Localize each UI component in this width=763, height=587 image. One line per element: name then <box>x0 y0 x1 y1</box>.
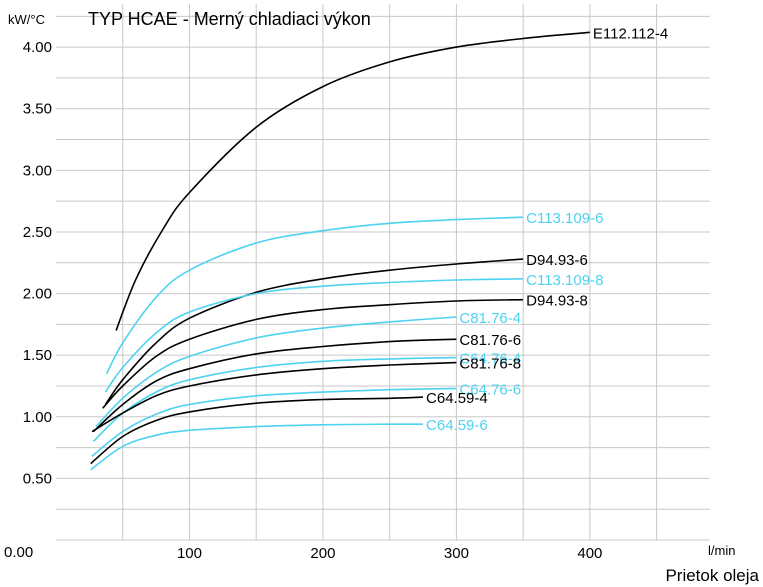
series-label: C64.59-4 <box>426 390 488 407</box>
x-tick-labels: 100 200 300 400 <box>177 545 602 562</box>
series-line <box>92 356 457 442</box>
x-axis-unit: l/min <box>708 543 735 558</box>
series-label: C113.109-8 <box>526 272 603 289</box>
series-label: C81.76-6 <box>459 332 521 349</box>
series-line <box>102 298 524 409</box>
grid <box>56 4 710 541</box>
series-labels: E112.112-4 C113.109-6 D94.93-6 C113.109-8 D9… <box>426 25 668 434</box>
series-line <box>90 396 424 465</box>
series-line <box>105 216 524 375</box>
x-axis-label: Prietok oleja <box>665 566 759 585</box>
series-curves <box>90 31 590 471</box>
series-label: D94.93-8 <box>526 293 588 310</box>
series-label: C64.76-4 <box>459 351 521 368</box>
series-label: C113.109-6 <box>526 210 603 227</box>
y-tick-label: 1.50 <box>23 347 52 364</box>
y-tick-label: 1.00 <box>23 409 52 426</box>
series-line <box>95 316 457 428</box>
y-axis-unit: kW/°C <box>8 12 45 27</box>
y-tick-labels: 0.50 1.00 1.50 2.00 2.50 3.00 3.50 4.00 <box>23 39 52 487</box>
y-tick-label: 0.50 <box>23 470 52 487</box>
series-line <box>91 387 457 457</box>
y-tick-label: 2.50 <box>23 224 52 241</box>
x-tick-label: 300 <box>444 545 469 562</box>
y-tick-label: 2.00 <box>23 286 52 303</box>
chart-title: TYP HCAE - Merný chladiaci výkon <box>88 9 371 29</box>
series-line <box>104 278 524 393</box>
series-line <box>104 258 524 405</box>
series-line <box>115 31 590 331</box>
x-tick-label: 200 <box>310 545 335 562</box>
y-tick-label: 3.00 <box>23 162 52 179</box>
series-label: C81.76-4 <box>459 310 521 327</box>
series-label: D94.93-6 <box>526 252 588 269</box>
x-tick-label: 100 <box>177 545 202 562</box>
series-label: C81.76-8 <box>459 356 521 373</box>
origin-label: 0.00 <box>4 544 33 561</box>
series-line <box>92 338 457 433</box>
series-label: C64.59-6 <box>426 417 488 434</box>
series-line <box>90 423 424 471</box>
series-label: C64.76-6 <box>459 381 521 398</box>
y-tick-label: 4.00 <box>23 39 52 56</box>
x-tick-label: 400 <box>577 545 602 562</box>
series-label: E112.112-4 <box>593 25 668 42</box>
y-tick-label: 3.50 <box>23 101 52 118</box>
series-line <box>91 361 457 433</box>
